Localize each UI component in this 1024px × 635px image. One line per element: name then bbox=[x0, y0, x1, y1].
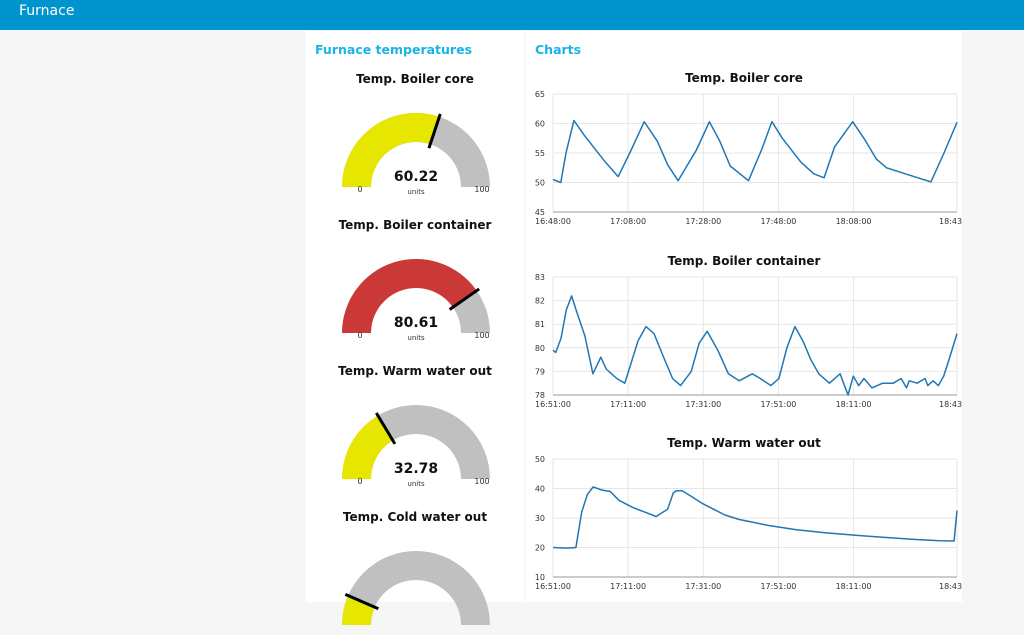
y-tick-label: 83 bbox=[535, 273, 545, 282]
gauge-min-label: 0 bbox=[357, 185, 362, 194]
gauge-boiler-container: 80.61 units 0 100 bbox=[342, 259, 490, 342]
series-line bbox=[552, 119, 958, 184]
x-tick-label: 17:11:00 bbox=[610, 582, 646, 591]
gauge-cold-water-out bbox=[342, 551, 490, 625]
series-line bbox=[552, 486, 958, 549]
gauge-title-warm-water-out: Temp. Warm water out bbox=[338, 364, 492, 378]
gauge-units: units bbox=[407, 334, 425, 342]
x-tick-label: 17:11:00 bbox=[610, 400, 646, 409]
gauge-boiler-core: 60.22 units 0 100 bbox=[342, 113, 490, 196]
y-tick-label: 50 bbox=[535, 179, 545, 188]
x-tick-label: 17:48:00 bbox=[760, 217, 796, 226]
charts-card: Charts Temp. Boiler core 45 50 55 60 65 16:48:… bbox=[526, 31, 962, 602]
x-tick-label: 17:31:00 bbox=[685, 400, 721, 409]
y-tick-label: 45 bbox=[535, 208, 545, 217]
x-tick-label: 18:08:00 bbox=[836, 217, 872, 226]
gauge-needle bbox=[448, 287, 481, 311]
gauges-card: Furnace temperatures Temp. Boiler core 6… bbox=[306, 31, 524, 625]
x-tick-label: 18:43:00 bbox=[939, 400, 962, 409]
chart-title: Temp. Boiler container bbox=[668, 254, 821, 268]
charts-group-title: Charts bbox=[535, 42, 582, 57]
y-tick-label: 30 bbox=[535, 514, 545, 523]
chart-title: Temp. Warm water out bbox=[667, 436, 821, 450]
x-tick-label: 17:51:00 bbox=[760, 400, 796, 409]
gauge-value: 80.61 bbox=[394, 315, 438, 331]
y-tick-label: 20 bbox=[535, 544, 545, 553]
y-tick-label: 81 bbox=[535, 320, 545, 329]
y-tick-label: 60 bbox=[535, 120, 545, 129]
y-tick-label: 10 bbox=[535, 573, 545, 582]
gauge-needle bbox=[427, 113, 442, 149]
x-tick-label: 17:51:00 bbox=[760, 582, 796, 591]
gauge-fill bbox=[342, 259, 477, 333]
gauge-warm-water-out: 32.78 units 0 100 bbox=[342, 405, 490, 488]
chart-warm-water-out: Temp. Warm water out 10 20 30 40 50 16:51:00 17… bbox=[535, 436, 962, 591]
y-tick-label: 55 bbox=[535, 149, 545, 158]
gauge-value: 60.22 bbox=[394, 169, 438, 185]
gauge-title-boiler-core: Temp. Boiler core bbox=[356, 72, 474, 86]
gauge-max-label: 100 bbox=[474, 477, 489, 486]
x-tick-label: 16:51:00 bbox=[535, 400, 571, 409]
chart-title: Temp. Boiler core bbox=[685, 71, 803, 85]
gauge-max-label: 100 bbox=[474, 331, 489, 340]
y-tick-label: 78 bbox=[535, 391, 545, 400]
gauge-max-label: 100 bbox=[474, 185, 489, 194]
gauge-min-label: 0 bbox=[357, 331, 362, 340]
gauge-title-cold-water-out: Temp. Cold water out bbox=[342, 510, 488, 524]
x-tick-label: 17:08:00 bbox=[610, 217, 646, 226]
gauge-units: units bbox=[407, 188, 425, 196]
x-tick-label: 16:51:00 bbox=[535, 582, 571, 591]
gauges-group-title: Furnace temperatures bbox=[315, 42, 473, 57]
top-bar: Furnace bbox=[0, 0, 1024, 30]
y-tick-label: 50 bbox=[535, 455, 545, 464]
app-title: Furnace bbox=[19, 3, 75, 19]
y-tick-label: 80 bbox=[535, 344, 545, 353]
y-tick-label: 82 bbox=[535, 297, 545, 306]
x-tick-label: 18:43:00 bbox=[939, 582, 962, 591]
y-tick-label: 79 bbox=[535, 367, 545, 376]
gauge-fill bbox=[342, 113, 440, 187]
gauge-units: units bbox=[407, 480, 425, 488]
series-line bbox=[552, 295, 958, 396]
gauge-track bbox=[342, 551, 490, 625]
gauge-title-boiler-container: Temp. Boiler container bbox=[338, 218, 492, 232]
gauge-value: 32.78 bbox=[394, 461, 438, 477]
chart-boiler-container: Temp. Boiler container 78 79 80 81 82 83 16:51:… bbox=[535, 254, 962, 409]
x-tick-label: 18:11:00 bbox=[836, 400, 872, 409]
x-tick-label: 18:11:00 bbox=[836, 582, 872, 591]
gauge-fill bbox=[342, 415, 393, 479]
y-tick-label: 40 bbox=[535, 485, 545, 494]
x-tick-label: 17:28:00 bbox=[685, 217, 721, 226]
chart-boiler-core: Temp. Boiler core 45 50 55 60 65 16:48:00 17:08… bbox=[535, 71, 962, 226]
x-tick-label: 16:48:00 bbox=[535, 217, 571, 226]
gauge-min-label: 0 bbox=[357, 477, 362, 486]
x-tick-label: 18:43:00 bbox=[939, 217, 962, 226]
x-tick-label: 17:31:00 bbox=[685, 582, 721, 591]
gauge-needle bbox=[375, 412, 397, 445]
y-tick-label: 65 bbox=[535, 90, 545, 99]
